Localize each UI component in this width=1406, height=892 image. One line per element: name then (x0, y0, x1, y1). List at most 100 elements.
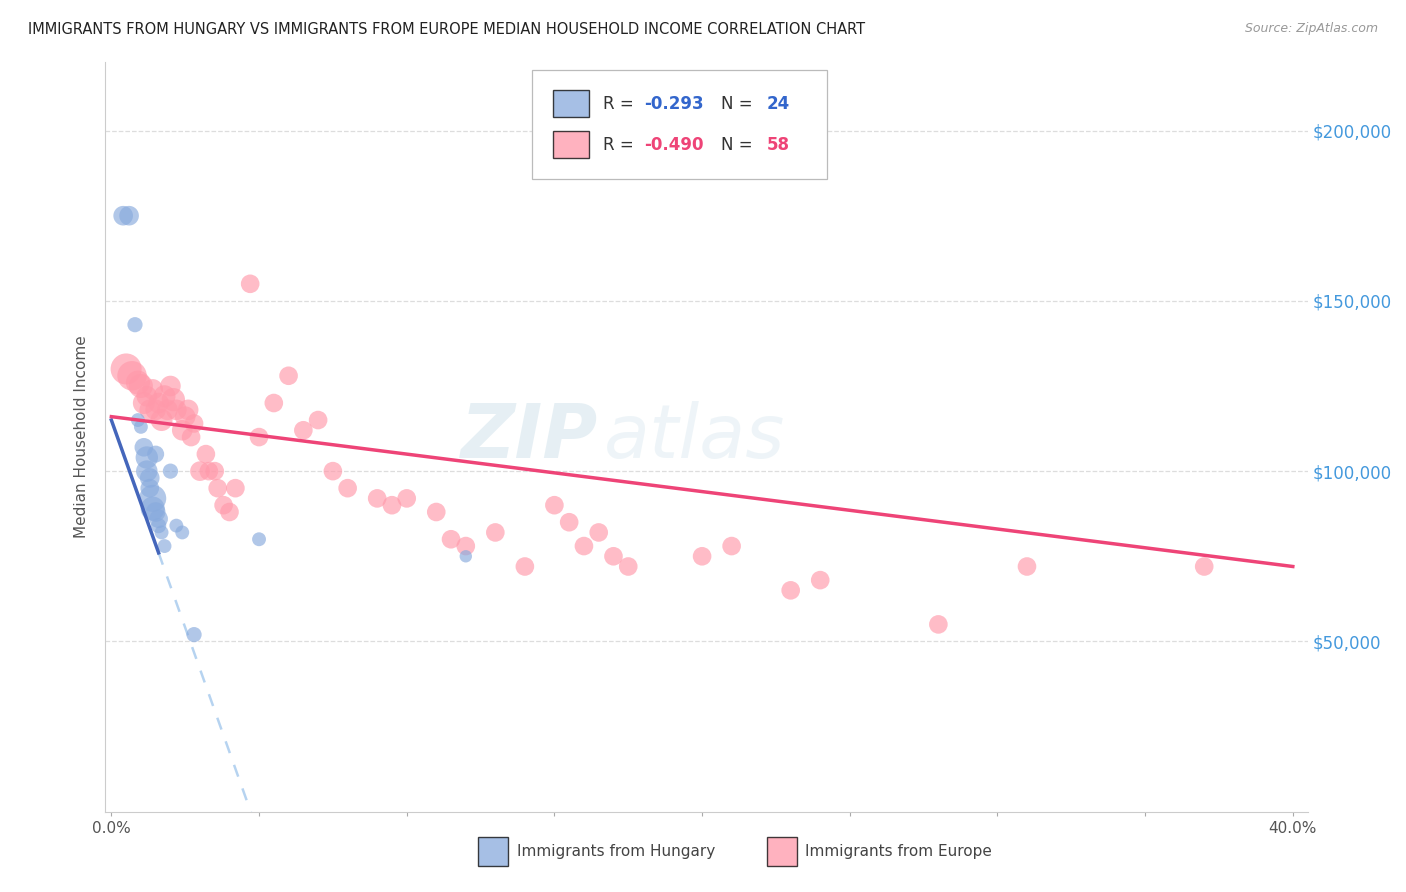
Point (127, 413, 149, 427)
Point (156, 402, 179, 417)
Point (135, 464, 157, 478)
FancyBboxPatch shape (553, 90, 589, 117)
Point (145, 505, 167, 519)
Text: atlas: atlas (605, 401, 786, 473)
Point (150, 413, 173, 427)
Point (927, 617, 949, 632)
Point (115, 362, 138, 376)
Point (142, 491, 165, 506)
Point (153, 389, 176, 403)
Point (139, 481, 162, 495)
Y-axis label: Median Household Income: Median Household Income (75, 335, 90, 539)
Point (145, 402, 167, 417)
Point (188, 464, 211, 478)
Point (204, 464, 226, 478)
FancyBboxPatch shape (553, 131, 589, 159)
Point (132, 440, 155, 454)
Point (292, 423, 315, 437)
Point (454, 549, 477, 564)
FancyBboxPatch shape (766, 838, 797, 865)
Point (194, 447, 217, 461)
Point (602, 549, 624, 564)
Point (129, 379, 152, 393)
Text: Immigrants from Hungary: Immigrants from Hungary (516, 844, 714, 859)
Point (336, 481, 359, 495)
Point (247, 430, 270, 444)
Text: R =: R = (603, 95, 640, 112)
Point (172, 423, 194, 437)
Point (1192, 559, 1215, 574)
Point (150, 525, 173, 540)
Point (543, 498, 565, 512)
Point (484, 525, 506, 540)
Point (183, 627, 205, 641)
Point (148, 396, 170, 410)
Text: IMMIGRANTS FROM HUNGARY VS IMMIGRANTS FROM EUROPE MEDIAN HOUSEHOLD INCOME CORREL: IMMIGRANTS FROM HUNGARY VS IMMIGRANTS FR… (28, 22, 865, 37)
Point (425, 505, 447, 519)
Point (148, 512, 170, 526)
Text: N =: N = (721, 95, 758, 112)
Point (1015, 559, 1038, 574)
Point (172, 525, 194, 540)
Point (617, 559, 640, 574)
Text: -0.490: -0.490 (644, 136, 703, 153)
Point (159, 464, 181, 478)
Point (572, 539, 595, 553)
Text: N =: N = (721, 136, 758, 153)
Point (145, 447, 167, 461)
Point (381, 498, 404, 512)
Point (239, 277, 262, 291)
Point (779, 583, 801, 598)
Point (395, 491, 418, 506)
Point (153, 539, 176, 553)
Text: 58: 58 (766, 136, 790, 153)
Point (212, 498, 235, 512)
Point (121, 368, 143, 383)
Point (720, 539, 742, 553)
Point (224, 481, 246, 495)
Point (165, 518, 187, 533)
Point (366, 491, 388, 506)
Point (198, 464, 221, 478)
Point (142, 501, 165, 516)
Point (135, 389, 157, 403)
Point (174, 409, 197, 424)
Point (139, 402, 162, 417)
FancyBboxPatch shape (478, 838, 508, 865)
Point (322, 464, 344, 478)
Point (159, 379, 181, 393)
Point (183, 417, 205, 431)
Text: R =: R = (603, 136, 640, 153)
Text: Source: ZipAtlas.com: Source: ZipAtlas.com (1244, 22, 1378, 36)
FancyBboxPatch shape (533, 70, 827, 178)
Point (277, 368, 299, 383)
Point (207, 481, 229, 495)
Text: ZIP: ZIP (461, 401, 599, 474)
Point (142, 383, 165, 397)
Point (690, 549, 713, 564)
Point (180, 430, 202, 444)
Point (148, 518, 170, 533)
Point (162, 392, 184, 407)
Point (177, 402, 200, 417)
Text: Immigrants from Europe: Immigrants from Europe (806, 844, 993, 859)
Point (247, 533, 270, 547)
Point (440, 533, 463, 547)
Point (129, 420, 152, 434)
Point (307, 413, 329, 427)
Point (139, 471, 162, 485)
Point (112, 209, 135, 223)
Point (132, 396, 155, 410)
Point (263, 396, 285, 410)
Point (808, 573, 831, 587)
Point (558, 515, 581, 529)
Text: 24: 24 (766, 95, 790, 112)
Point (118, 209, 141, 223)
Point (218, 505, 240, 519)
Point (513, 559, 536, 574)
Point (135, 450, 157, 465)
Point (165, 402, 187, 417)
Point (588, 525, 610, 540)
Point (454, 539, 477, 553)
Text: -0.293: -0.293 (644, 95, 703, 112)
